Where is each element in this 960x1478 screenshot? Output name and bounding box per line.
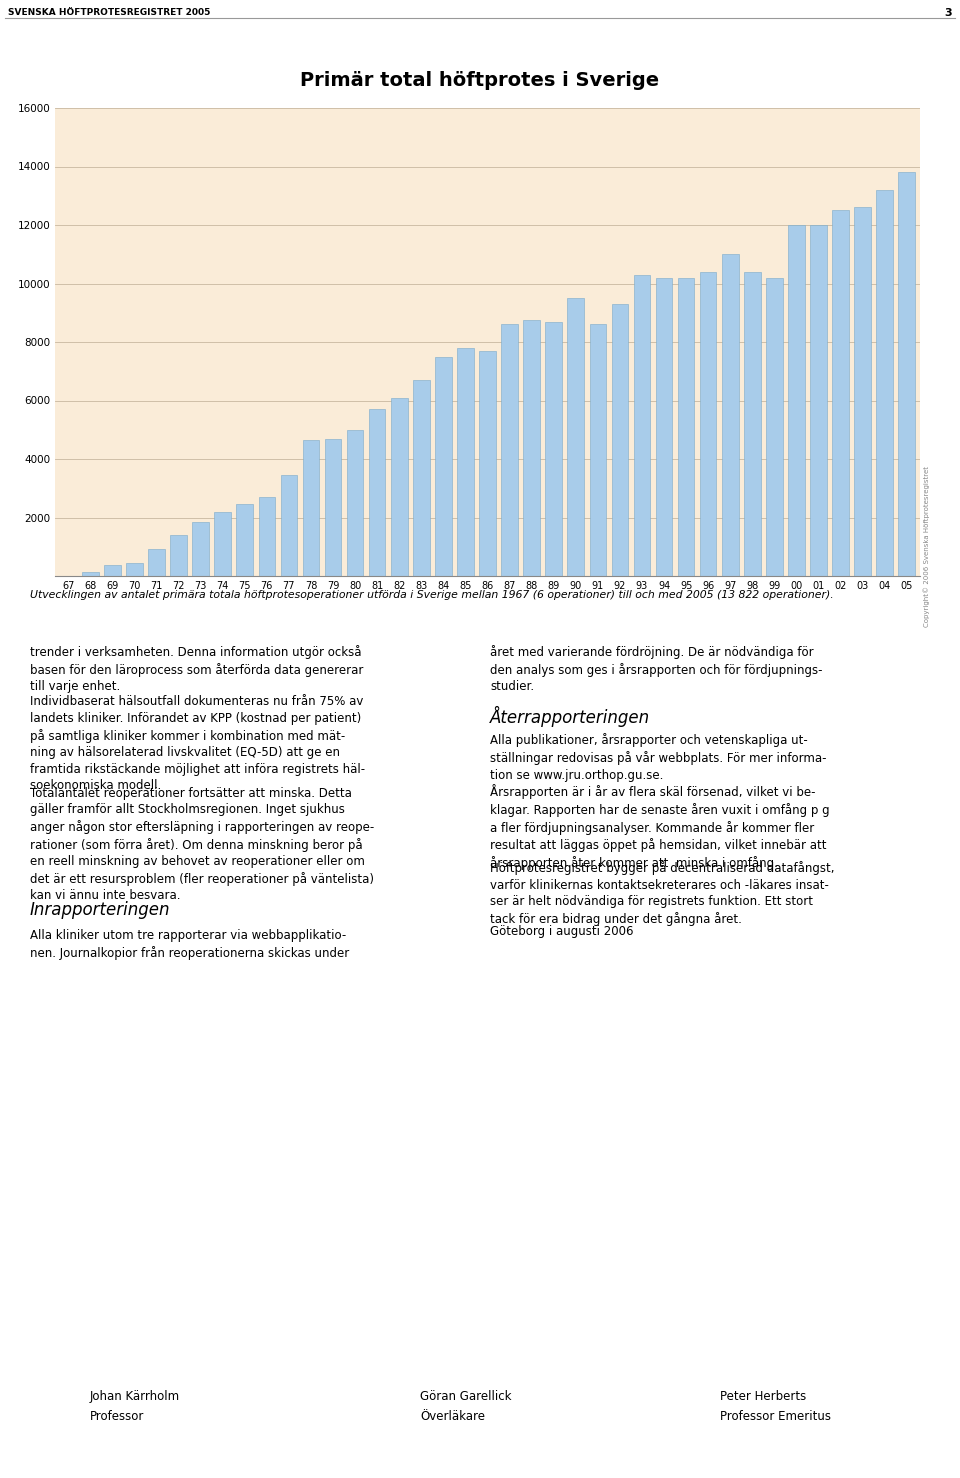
Bar <box>854 207 871 576</box>
Bar <box>170 535 187 576</box>
Bar <box>545 322 562 576</box>
Text: Göran Garellick: Göran Garellick <box>420 1389 512 1403</box>
Bar <box>126 563 143 576</box>
Bar <box>435 356 451 576</box>
Bar <box>876 189 893 576</box>
Text: Överläkare: Överläkare <box>420 1410 485 1423</box>
Text: Individbaserat hälsoutfall dokumenteras nu från 75% av
landets kliniker. Införan: Individbaserat hälsoutfall dokumenteras … <box>30 696 365 792</box>
Bar <box>744 272 760 576</box>
Bar <box>788 225 804 576</box>
Bar <box>324 439 342 576</box>
Text: året med varierande fördröjning. De är nödvändiga för
den analys som ges i årsra: året med varierande fördröjning. De är n… <box>490 644 823 693</box>
Text: SVENSKA HÖFTPROTESREGISTRET 2005: SVENSKA HÖFTPROTESREGISTRET 2005 <box>8 7 210 18</box>
Text: Återrapporteringen: Återrapporteringen <box>490 705 650 727</box>
Text: Primär total höftprotes i Sverige: Primär total höftprotes i Sverige <box>300 71 660 90</box>
Bar <box>214 511 231 576</box>
Bar <box>567 299 584 576</box>
Bar <box>236 504 253 576</box>
Text: Johan Kärrholm: Johan Kärrholm <box>90 1389 180 1403</box>
Bar <box>722 254 738 576</box>
Bar <box>832 210 849 576</box>
Text: Alla publikationer, årsrapporter och vetenskapliga ut-
ställningar redovisas på : Alla publikationer, årsrapporter och vet… <box>490 733 827 782</box>
Bar <box>82 572 99 576</box>
Bar <box>192 522 209 576</box>
Bar <box>523 321 540 576</box>
Bar <box>258 497 276 576</box>
Bar <box>391 398 407 576</box>
Bar <box>302 440 320 576</box>
Bar <box>148 548 165 576</box>
Text: Peter Herberts: Peter Herberts <box>720 1389 806 1403</box>
Bar <box>104 565 121 576</box>
Text: Utvecklingen av antalet primära totala höftprotesoperationer utförda i Sverige m: Utvecklingen av antalet primära totala h… <box>30 590 833 600</box>
Text: 3: 3 <box>945 7 952 18</box>
Text: Höftprotesregistret bygger på decentraliserad datafångst,
varför klinikernas kon: Höftprotesregistret bygger på decentrali… <box>490 862 834 927</box>
Bar <box>589 325 606 576</box>
Text: Copyright© 2006 Svenska Höftprotesregistret: Copyright© 2006 Svenska Höftprotesregist… <box>924 467 929 627</box>
Bar <box>457 347 473 576</box>
Text: Totalantalet reoperationer fortsätter att minska. Detta
gäller framför allt Stoc: Totalantalet reoperationer fortsätter at… <box>30 786 374 903</box>
Bar <box>766 278 782 576</box>
Bar <box>413 380 429 576</box>
Text: Göteborg i augusti 2006: Göteborg i augusti 2006 <box>490 925 634 939</box>
Text: Professor Emeritus: Professor Emeritus <box>720 1410 831 1423</box>
Bar <box>656 278 672 576</box>
Bar <box>369 409 386 576</box>
Bar <box>810 225 827 576</box>
Bar <box>700 272 716 576</box>
Text: Professor: Professor <box>90 1410 144 1423</box>
Bar <box>501 325 517 576</box>
Bar <box>899 171 915 576</box>
Bar <box>634 275 650 576</box>
Text: trender i verksamheten. Denna information utgör också
basen för den läroprocess : trender i verksamheten. Denna informatio… <box>30 644 364 693</box>
Text: Inrapporteringen: Inrapporteringen <box>30 902 171 919</box>
Text: Årsrapporten är i år av flera skäl försenad, vilket vi be-
klagar. Rapporten har: Årsrapporten är i år av flera skäl förse… <box>490 783 829 871</box>
Bar <box>612 304 628 576</box>
Bar <box>678 278 694 576</box>
Bar <box>479 350 495 576</box>
Bar <box>347 430 364 576</box>
Text: Alla kliniker utom tre rapporterar via webbapplikatio-
nen. Journalkopior från r: Alla kliniker utom tre rapporterar via w… <box>30 930 349 959</box>
Bar <box>280 474 298 576</box>
